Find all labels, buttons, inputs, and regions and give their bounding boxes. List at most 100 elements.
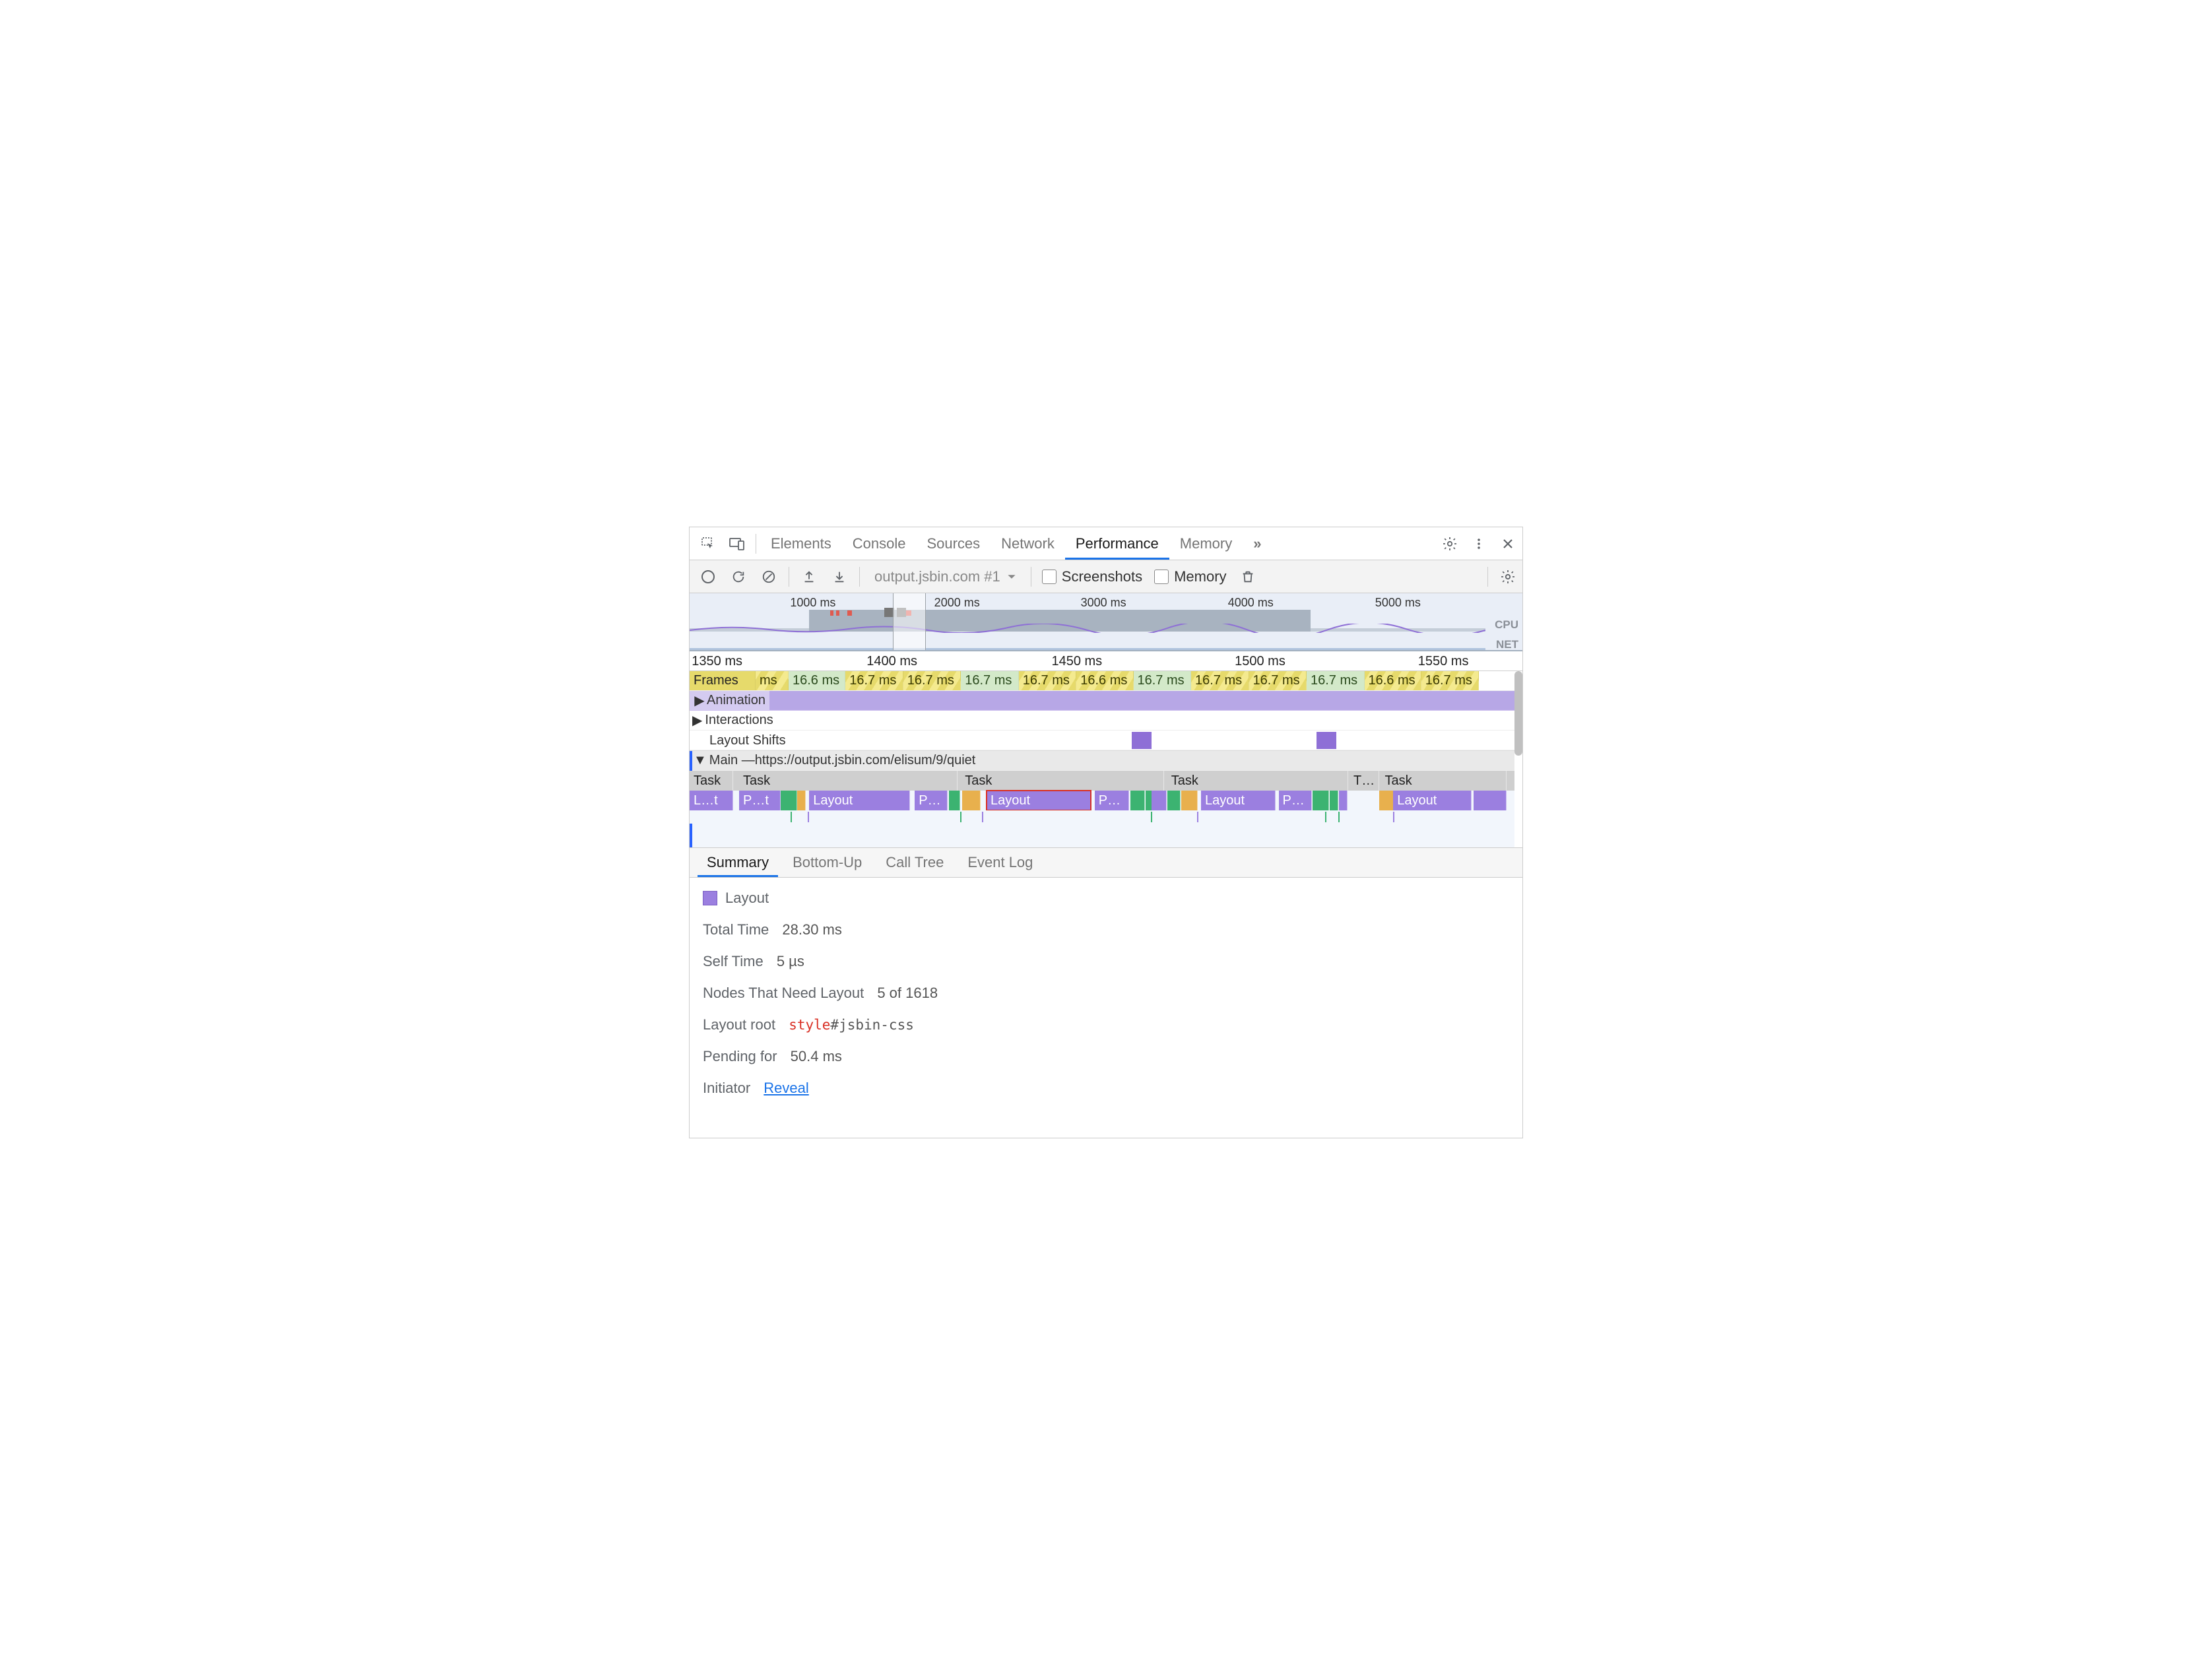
overview-legend: CPU NET	[1495, 617, 1518, 653]
flame-span[interactable]: P…	[915, 791, 948, 810]
task-span[interactable]: Task	[1167, 771, 1348, 791]
memory-checkbox[interactable]: Memory	[1149, 568, 1231, 585]
layout-root-tag: style	[789, 1017, 830, 1033]
task-row[interactable]: TaskTaskTaskTaskT…Task	[690, 771, 1514, 791]
upload-button[interactable]	[795, 562, 824, 591]
flame-span[interactable]	[781, 791, 797, 810]
frame-cell[interactable]: 16.7 ms	[1191, 671, 1249, 690]
flame-span[interactable]: P…	[1279, 791, 1312, 810]
initiator-reveal-link[interactable]: Reveal	[764, 1080, 808, 1096]
scrollbar-thumb[interactable]	[1514, 671, 1522, 756]
ruler-tick: 1400 ms	[866, 654, 917, 669]
flame-span[interactable]: Layout	[1393, 791, 1472, 810]
ruler-tick: 1450 ms	[1051, 654, 1102, 669]
frame-cell[interactable]: 16.7 ms	[845, 671, 903, 690]
flame-span[interactable]: Layout	[809, 791, 910, 810]
interactions-track[interactable]: ▶ Interactions	[690, 711, 1514, 731]
overview-strip[interactable]: 1000 ms2000 ms3000 ms4000 ms5000 ms CPU …	[690, 593, 1522, 651]
layout-shift-block[interactable]	[1317, 732, 1336, 749]
flame-span[interactable]: P…t	[739, 791, 781, 810]
layout-shift-block[interactable]	[1132, 732, 1152, 749]
flame-span[interactable]: P…	[1095, 791, 1130, 810]
flame-span[interactable]: Layout	[1201, 791, 1276, 810]
inspect-icon[interactable]	[694, 529, 723, 558]
collapse-icon[interactable]: ▶	[692, 712, 702, 729]
collapse-icon[interactable]: ▶	[692, 692, 707, 709]
overview-selection[interactable]	[893, 593, 926, 650]
frame-cell[interactable]: ms	[756, 671, 789, 690]
main-track-header[interactable]: ▼ Main — https://output.jsbin.com/elisum…	[690, 751, 1514, 771]
frames-track[interactable]: Framesms16.6 ms16.7 ms16.7 ms16.7 ms16.7…	[690, 671, 1514, 691]
frame-cell[interactable]: 16.7 ms	[961, 671, 1019, 690]
cpu-area	[690, 608, 1485, 636]
timeline-ruler[interactable]: 1350 ms1400 ms1450 ms1500 ms1550 ms	[690, 651, 1522, 671]
frame-cell[interactable]: 16.7 ms	[1019, 671, 1077, 690]
tab-sources[interactable]: Sources	[916, 527, 991, 560]
tab-console[interactable]: Console	[842, 527, 917, 560]
nodes-value: 5 of 1618	[877, 985, 938, 1001]
frame-cell[interactable]: 16.6 ms	[1076, 671, 1133, 690]
task-span[interactable]: Task	[739, 771, 958, 791]
device-toggle-icon[interactable]	[723, 529, 752, 558]
trash-button[interactable]	[1233, 562, 1262, 591]
flame-span[interactable]	[1313, 791, 1329, 810]
flame-span[interactable]	[797, 791, 806, 810]
frame-cell[interactable]: 16.6 ms	[789, 671, 845, 690]
flame-span[interactable]: L…t	[690, 791, 733, 810]
details-tabs: SummaryBottom-UpCall TreeEvent Log	[690, 847, 1522, 878]
tab-network[interactable]: Network	[991, 527, 1065, 560]
flame-span[interactable]	[962, 791, 981, 810]
flame-span[interactable]	[1181, 791, 1198, 810]
sub-flame-tick	[1197, 812, 1198, 822]
download-button[interactable]	[825, 562, 854, 591]
flame-span[interactable]	[1385, 791, 1394, 810]
frame-cell[interactable]: 16.6 ms	[1365, 671, 1421, 690]
screenshots-checkbox-input[interactable]	[1042, 570, 1057, 584]
flame-span[interactable]	[1152, 791, 1167, 810]
layout-shifts-lane[interactable]	[690, 731, 1514, 750]
flame-span[interactable]	[1167, 791, 1181, 810]
flame-span[interactable]	[949, 791, 961, 810]
flame-span[interactable]	[1330, 791, 1338, 810]
task-span[interactable]: Task	[961, 771, 1164, 791]
details-tab-call-tree[interactable]: Call Tree	[876, 848, 953, 877]
sub-flame-row	[690, 810, 1514, 824]
settings-icon[interactable]	[1435, 529, 1464, 558]
flame-span[interactable]	[1474, 791, 1507, 810]
capture-settings-icon[interactable]	[1493, 562, 1522, 591]
track-area: Framesms16.6 ms16.7 ms16.7 ms16.7 ms16.7…	[690, 671, 1522, 847]
task-span[interactable]: Task	[690, 771, 733, 791]
self-time-value: 5 µs	[777, 953, 804, 969]
task-span[interactable]: Task	[1381, 771, 1507, 791]
flame-row[interactable]: L…tP…tLayoutP…LayoutP…LayoutP…Layout	[690, 791, 1514, 810]
memory-checkbox-input[interactable]	[1154, 570, 1169, 584]
pending-value: 50.4 ms	[791, 1048, 842, 1064]
task-span[interactable]: T…	[1350, 771, 1379, 791]
details-tab-bottom-up[interactable]: Bottom-Up	[783, 848, 871, 877]
collapse-icon[interactable]: ▼	[694, 753, 707, 768]
tabs-overflow[interactable]: »	[1243, 527, 1272, 560]
kebab-menu-icon[interactable]	[1464, 529, 1493, 558]
close-icon[interactable]	[1493, 529, 1522, 558]
screenshots-checkbox[interactable]: Screenshots	[1037, 568, 1148, 585]
tab-elements[interactable]: Elements	[760, 527, 842, 560]
flame-span-selected[interactable]: Layout	[987, 791, 1091, 810]
flame-span[interactable]	[1130, 791, 1146, 810]
clear-button[interactable]	[754, 562, 783, 591]
tab-performance[interactable]: Performance	[1065, 527, 1169, 560]
details-tab-summary[interactable]: Summary	[698, 848, 778, 877]
tab-memory[interactable]: Memory	[1169, 527, 1243, 560]
details-tab-event-log[interactable]: Event Log	[958, 848, 1042, 877]
flame-span[interactable]	[1339, 791, 1348, 810]
frame-cell[interactable]: 16.7 ms	[903, 671, 961, 690]
frame-cell[interactable]: 16.7 ms	[1134, 671, 1192, 690]
event-name: Layout	[725, 890, 769, 907]
frame-cell[interactable]: 16.7 ms	[1421, 671, 1480, 690]
frame-cell[interactable]: 16.7 ms	[1249, 671, 1307, 690]
record-button[interactable]	[694, 562, 723, 591]
sub-flame-tick	[1325, 812, 1326, 822]
frame-cell[interactable]: 16.7 ms	[1307, 671, 1365, 690]
reload-button[interactable]	[724, 562, 753, 591]
animation-track[interactable]: ▶ Animation	[690, 691, 1514, 711]
profile-select[interactable]: output.jsbin.com #1	[865, 568, 1025, 585]
